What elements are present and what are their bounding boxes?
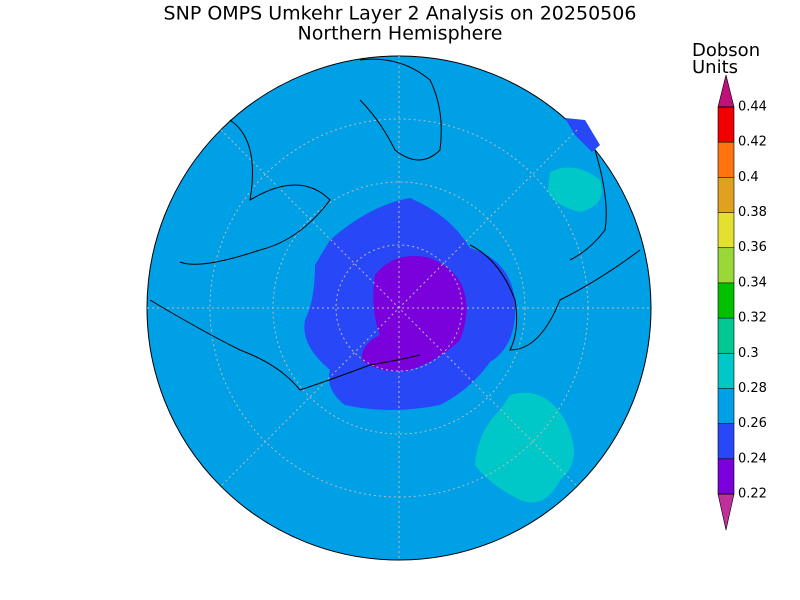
graticule (147, 56, 651, 560)
colorbar-tick-label: 0.36 (738, 240, 767, 255)
colorbar-band (718, 282, 734, 319)
polar-map (146, 55, 652, 561)
colorbar-tick-label: 0.32 (738, 311, 767, 326)
colorbar-band (718, 212, 734, 248)
colorbar-tick-label: 0.42 (738, 135, 767, 150)
colorbar-tick-label: 0.22 (738, 487, 767, 502)
coastlines (149, 58, 641, 391)
colorbar-band (718, 388, 734, 424)
colorbar-tick-label: 0.38 (738, 205, 767, 220)
colorbar-tick-label: 0.3 (738, 346, 759, 361)
colorbar-tick-label: 0.26 (738, 416, 767, 431)
colorbar-unit: Dobson (692, 40, 760, 61)
colorbar-band (718, 247, 734, 283)
field-region (475, 392, 574, 503)
colorbar-over (717, 74, 735, 108)
colorbar-band (718, 142, 734, 178)
colorbar-tick-label: 0.28 (738, 381, 767, 396)
colorbar-tick-label: 0.44 (738, 100, 767, 115)
colorbar-band (718, 107, 734, 143)
colorbar-band (718, 458, 734, 494)
colorbar-tick-label: 0.4 (738, 170, 759, 185)
colorbar-band (718, 177, 734, 213)
colorbar-tick-label: 0.34 (738, 275, 767, 290)
map-subtitle: Northern Hemisphere (298, 23, 503, 45)
colorbar-band (718, 353, 734, 389)
colorbar-under (717, 493, 735, 531)
field-region (565, 118, 600, 152)
map-title: SNP OMPS Umkehr Layer 2 Analysis on 2025… (164, 3, 637, 25)
colorbar-band (718, 423, 734, 459)
colorbar-band (718, 318, 734, 354)
field-region (548, 167, 602, 212)
field-region (361, 256, 467, 372)
colorbar-unit: Units (692, 57, 738, 78)
colorbar-tick-label: 0.24 (738, 451, 767, 466)
